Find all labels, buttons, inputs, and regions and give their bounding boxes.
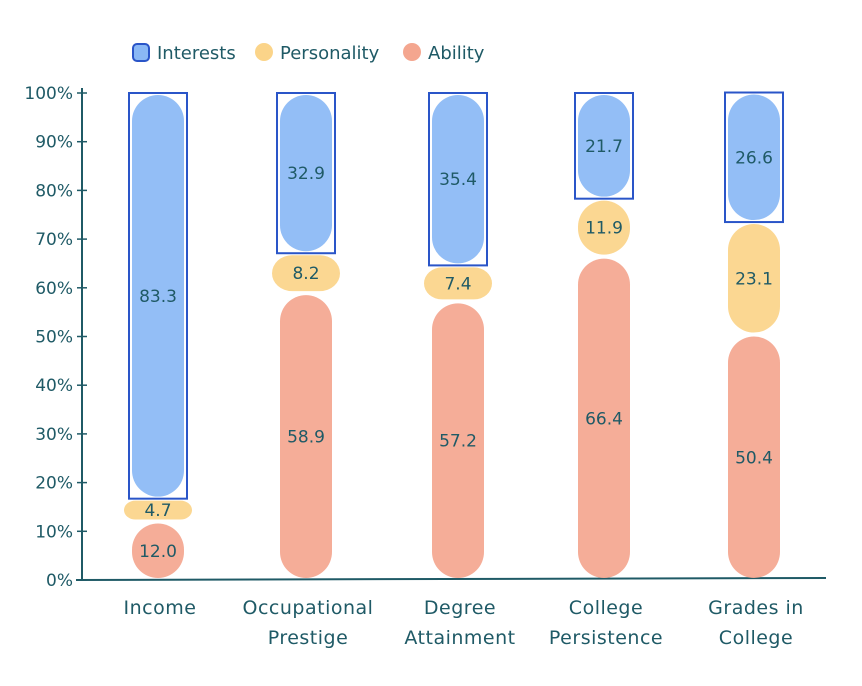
y-tick-label: 70% [35, 230, 73, 250]
y-axis: 0% 10% 20% 30% 40% 50% 60% 70% 80% 90% 100% [24, 84, 87, 591]
x-axis-line [75, 577, 827, 581]
legend-ability-swatch [403, 43, 421, 61]
bars: 12.0 4.7 83.3 58.9 8.2 32.9 57.2 7.4 35.4 66.4 11.… [124, 91, 784, 578]
y-tick-label: 60% [35, 279, 73, 299]
x-category-label: College [569, 597, 643, 619]
bar-personality-value-label: 7.4 [444, 274, 471, 294]
bar-personality-value-label: 23.1 [735, 269, 773, 289]
bar-group: 66.4 11.9 21.7 [574, 92, 634, 578]
bar-interests-outline [276, 92, 336, 255]
legend-ability-label: Ability [428, 43, 485, 64]
x-axis: Income Occupational Prestige Degree Attainme… [75, 577, 827, 649]
bar-interests-value-label: 26.6 [735, 148, 773, 168]
legend: Interests Personality Ability [132, 43, 485, 64]
x-category-label: Prestige [268, 627, 349, 649]
bar-interests-outline [428, 92, 488, 267]
x-category-label: Income [124, 597, 197, 619]
y-tick-label: 90% [35, 133, 73, 153]
bar-interests-value-label: 35.4 [439, 170, 477, 190]
y-tick-label: 40% [35, 376, 73, 396]
bar-ability-value-label: 58.9 [287, 428, 325, 448]
bar-interests-outline [724, 91, 784, 224]
bar-interests-outline [128, 92, 188, 500]
bar-personality-segment [728, 224, 780, 333]
bar-interests-outline [574, 92, 634, 200]
x-category-label: Occupational [243, 597, 374, 619]
legend-personality-swatch [255, 43, 273, 61]
bar-ability-segment [432, 303, 484, 578]
bar-interests-value-label: 83.3 [139, 287, 177, 307]
bar-interests-value-label: 21.7 [585, 137, 623, 157]
x-category-label: Persistence [549, 627, 663, 649]
bar-ability-value-label: 57.2 [439, 432, 477, 452]
y-tick-label: 20% [35, 474, 73, 494]
x-category-label: Attainment [404, 627, 515, 649]
legend-personality-label: Personality [280, 43, 380, 64]
bar-personality-value-label: 11.9 [585, 219, 623, 239]
bar-interests-value-label: 32.9 [287, 164, 325, 184]
bar-interests-segment [728, 94, 780, 221]
y-tick-label: 50% [35, 328, 73, 348]
bar-personality-segment [578, 200, 630, 255]
y-tick-label: 10% [35, 522, 73, 542]
legend-interests-label: Interests [157, 43, 236, 64]
bar-personality-segment [424, 267, 492, 300]
bar-interests-segment [432, 95, 484, 264]
x-category-label: Degree [424, 597, 496, 619]
x-category-label: Grades in [708, 597, 804, 619]
bar-group: 50.4 23.1 26.6 [724, 91, 784, 578]
legend-interests-swatch [132, 43, 150, 62]
bar-ability-segment [132, 523, 184, 578]
bar-ability-value-label: 66.4 [585, 409, 623, 429]
bar-personality-segment [124, 500, 192, 520]
bar-group: 58.9 8.2 32.9 [272, 92, 340, 578]
bar-interests-segment [280, 95, 332, 252]
bar-ability-segment [578, 258, 630, 578]
y-tick-label: 100% [24, 84, 73, 104]
bar-ability-value-label: 12.0 [139, 542, 177, 562]
bar-ability-segment [728, 336, 780, 578]
x-category-label: College [719, 627, 793, 649]
bar-personality-value-label: 4.7 [144, 501, 171, 521]
y-tick-label: 80% [35, 181, 73, 201]
bar-group: 57.2 7.4 35.4 [424, 92, 492, 578]
bar-group: 12.0 4.7 83.3 [124, 92, 192, 578]
y-tick-label: 30% [35, 425, 73, 445]
bar-personality-value-label: 8.2 [292, 264, 319, 284]
bar-ability-segment [280, 295, 332, 578]
bar-interests-segment [132, 95, 184, 497]
bar-interests-segment [578, 95, 630, 197]
bar-personality-segment [272, 255, 340, 292]
bar-ability-value-label: 50.4 [735, 448, 773, 468]
y-tick-label: 0% [46, 571, 73, 591]
